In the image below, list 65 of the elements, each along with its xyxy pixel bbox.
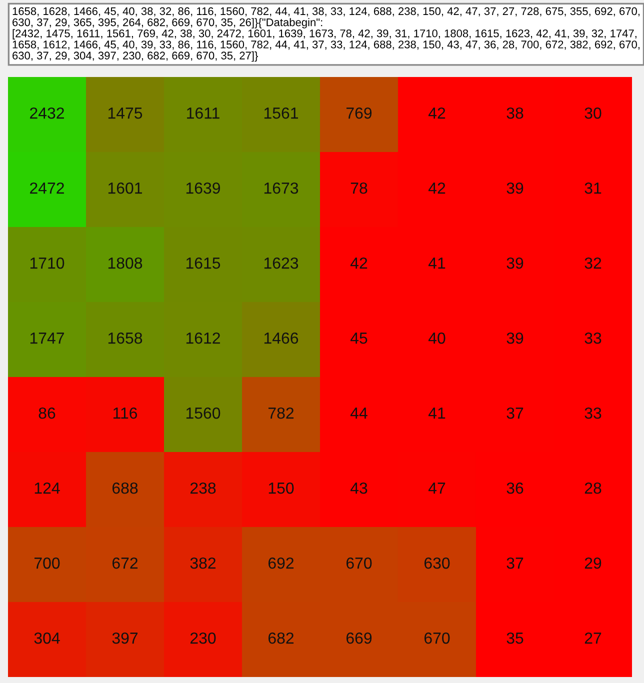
text: 1658, 1628, 1466, 45, 40, 38, 32, 86, 116, 1560, 782, 44, 41, 38, 33, 124, 688, 238, 150, 42, 47, 37, 27, 728, 675, 355, 692, 670, 630, 37, 29, 365, 395, 264, 682, 669, 670, 35, 26]}{"Databegin": [2432, 1475, 1611, 1561, 769, 42, 38, 30, 2472, 1601, 1639, 1673, 78, 42, 39, 31, 1710, 1808, 1615, 1623, 42, 41, 39, 32, 1747, 1658, 1612, 1466, 45, 40, 39, 33, 86, 116, 1560, 782, 44, 41, 37, 33, 124, 688, 238, 150, 43, 47, 36, 28, 700, 672, 382, 692, 670, 630, 37, 29, 304, 397, 230, 682, 669, 670, 35, 27]}	[12, 7, 640, 62]
data-label: 700	[34, 557, 60, 569]
data-label: 30	[584, 107, 602, 119]
data-label: 42	[350, 257, 368, 269]
data-label: 1808	[108, 257, 142, 269]
data-label: 669	[346, 632, 372, 644]
data-label: 39	[506, 182, 524, 194]
data-label: 33	[584, 407, 602, 419]
data-label: 42	[428, 182, 446, 194]
data-label: 37	[506, 557, 524, 569]
data-label: 782	[268, 407, 294, 419]
data-label: 27	[584, 632, 602, 644]
data-label: 630	[424, 557, 450, 569]
data-label: 39	[506, 257, 524, 269]
data-label: 1560	[186, 407, 220, 419]
data-label: 670	[424, 632, 450, 644]
data-label: 1747	[30, 332, 64, 344]
data-label: 44	[350, 408, 368, 419]
data-label: 382	[190, 557, 216, 569]
data-label: 28	[584, 482, 602, 494]
data-label: 116	[113, 407, 138, 419]
data-label: 35	[506, 632, 524, 644]
data-label: 1601	[108, 182, 142, 194]
data-label: 32	[584, 257, 602, 269]
data-label: 78	[350, 182, 368, 194]
data-label: 1623	[264, 257, 298, 269]
data-label: 37	[506, 407, 524, 419]
data-label: 41	[428, 408, 446, 419]
data-label: 29	[584, 557, 602, 569]
data-label: 230	[190, 632, 216, 644]
data-label: 47	[428, 482, 446, 494]
data-label: 1658	[108, 332, 142, 344]
data-label: 43	[350, 482, 368, 494]
data-label: 672	[112, 557, 138, 569]
data-label: 1612	[186, 332, 220, 344]
data-label: 1611	[187, 107, 220, 119]
data-label: 150	[268, 482, 294, 494]
data-label: 1475	[108, 108, 142, 119]
data-label: 39	[506, 332, 524, 344]
data-label: 670	[346, 557, 372, 569]
data-label: 33	[584, 332, 602, 344]
data-label: 42	[428, 107, 446, 119]
data-label: 40	[428, 332, 446, 344]
data-label: 1639	[186, 182, 220, 194]
data-label: 688	[112, 482, 138, 494]
data-label: 1561	[264, 107, 298, 119]
data-label: 769	[346, 107, 372, 119]
data-label: 31	[584, 182, 602, 194]
data-label: 41	[428, 258, 446, 269]
data-label: 124	[34, 482, 60, 494]
data-label: 45	[350, 332, 368, 344]
data-label: 1466	[264, 332, 298, 344]
data-label: 2432	[30, 107, 64, 119]
data-label: 397	[112, 632, 138, 644]
data-label: 86	[38, 407, 56, 419]
data-label: 682	[268, 632, 294, 644]
data-label: 1673	[264, 182, 298, 194]
data-label: 1615	[186, 257, 220, 269]
data-label: 304	[34, 632, 60, 644]
data-label: 1710	[30, 257, 64, 269]
data-label: 2472	[30, 182, 64, 194]
data-label: 692	[268, 557, 294, 569]
data-label: 36	[506, 482, 524, 494]
data-label: 238	[190, 482, 216, 494]
data-label: 38	[506, 107, 524, 119]
